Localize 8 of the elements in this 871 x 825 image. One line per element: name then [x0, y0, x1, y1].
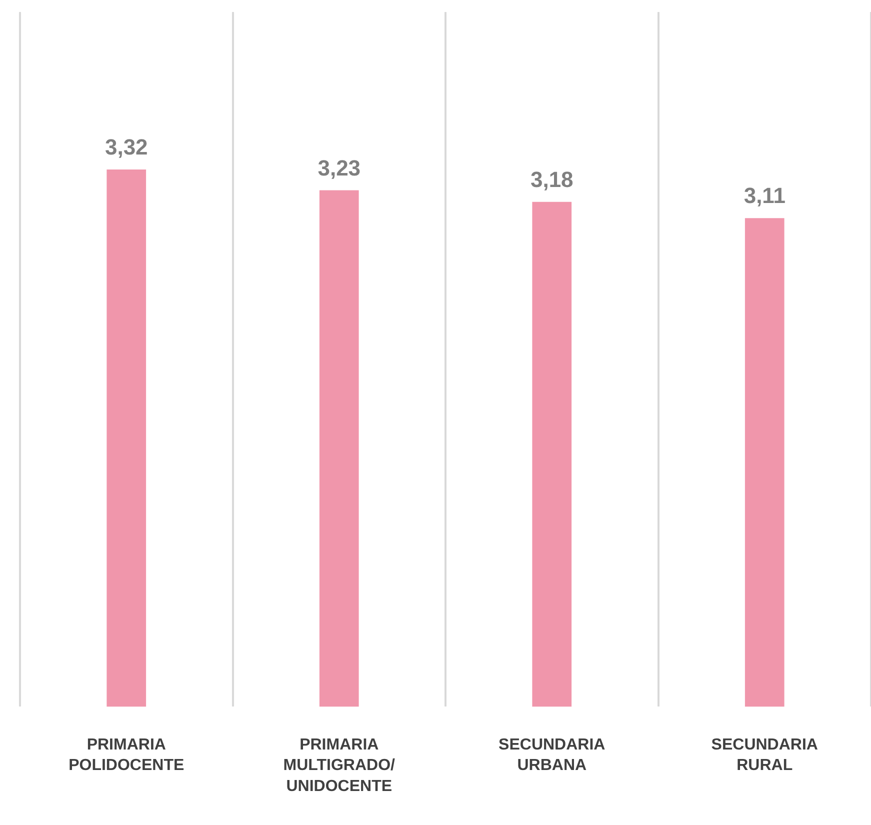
data-label: 3,32: [104, 134, 148, 160]
data-label: 3,11: [744, 183, 786, 208]
data-label: 3,18: [530, 166, 574, 192]
x-tick-label: PRIMARIA POLIDOCENTE: [68, 736, 184, 774]
data-label: 3,23: [318, 155, 361, 180]
x-tick-label: PRIMARIA MULTIGRADO/UNIDOCENTE: [283, 736, 396, 796]
x-tick-label: SECUNDARIA RURAL: [711, 736, 818, 774]
x-tick-label: SECUNDARIA URBANA: [498, 736, 606, 774]
